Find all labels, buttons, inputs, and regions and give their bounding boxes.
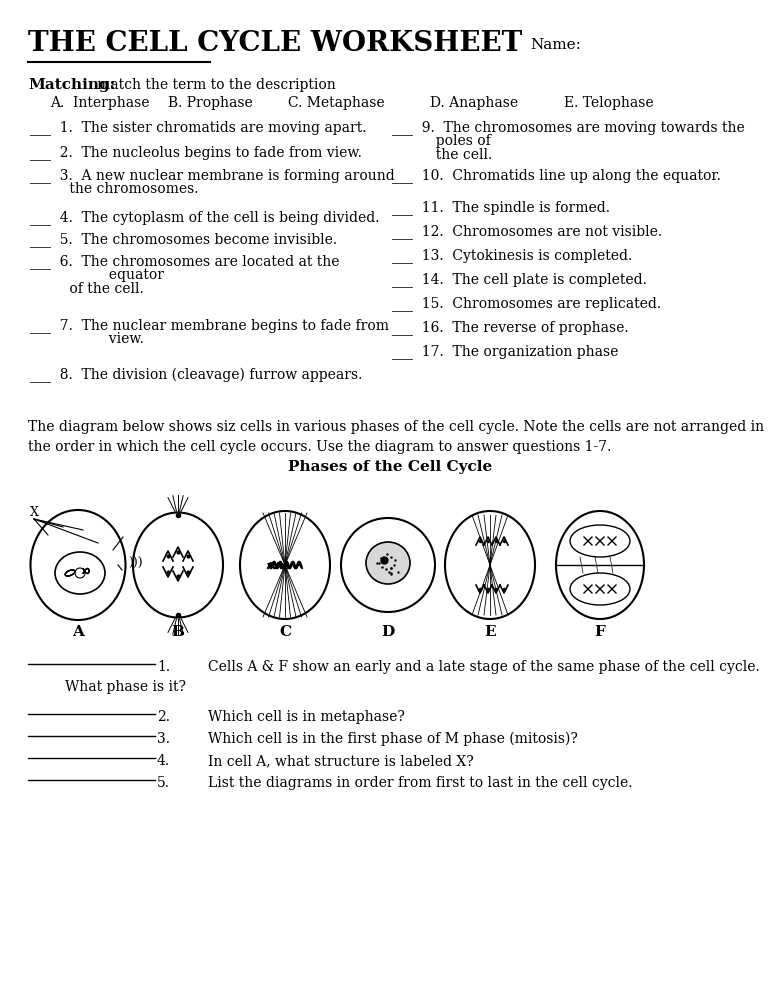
Text: Which cell is in the first phase of M phase (mitosis)?: Which cell is in the first phase of M ph…: [208, 732, 578, 746]
Text: 2.: 2.: [157, 710, 170, 724]
Text: THE CELL CYCLE WORKSHEET: THE CELL CYCLE WORKSHEET: [28, 30, 522, 57]
Text: ___  4.  The cytoplasm of the cell is being divided.: ___ 4. The cytoplasm of the cell is bein…: [30, 210, 379, 225]
Text: ___  1.  The sister chromatids are moving apart.: ___ 1. The sister chromatids are moving …: [30, 120, 366, 135]
Text: equator: equator: [30, 268, 164, 282]
Text: ___  12.  Chromosomes are not visible.: ___ 12. Chromosomes are not visible.: [392, 224, 662, 239]
Text: B. Prophase: B. Prophase: [168, 96, 253, 110]
Text: B: B: [171, 625, 184, 639]
Text: ___  6.  The chromosomes are located at the: ___ 6. The chromosomes are located at th…: [30, 254, 339, 268]
Text: A: A: [72, 625, 84, 639]
Text: E: E: [484, 625, 496, 639]
Text: E. Telophase: E. Telophase: [564, 96, 654, 110]
Text: F: F: [594, 625, 605, 639]
Text: 5.: 5.: [157, 776, 170, 790]
Text: D: D: [382, 625, 395, 639]
Text: Phases of the Cell Cycle: Phases of the Cell Cycle: [288, 460, 492, 474]
Text: ___  11.  The spindle is formed.: ___ 11. The spindle is formed.: [392, 200, 610, 215]
Text: List the diagrams in order from first to last in the cell cycle.: List the diagrams in order from first to…: [208, 776, 633, 790]
Text: In cell A, what structure is labeled X?: In cell A, what structure is labeled X?: [208, 754, 474, 768]
Text: X: X: [29, 507, 38, 520]
Text: ___  14.  The cell plate is completed.: ___ 14. The cell plate is completed.: [392, 272, 647, 287]
Text: of the cell.: of the cell.: [30, 282, 144, 296]
Text: ___  9.  The chromosomes are moving towards the: ___ 9. The chromosomes are moving toward…: [392, 120, 745, 135]
Text: ___  10.  Chromatids line up along the equator.: ___ 10. Chromatids line up along the equ…: [392, 168, 721, 183]
Text: C: C: [279, 625, 291, 639]
Text: 4.: 4.: [157, 754, 170, 768]
Text: ___  17.  The organization phase: ___ 17. The organization phase: [392, 344, 618, 359]
Text: Matching:: Matching:: [28, 78, 115, 92]
Text: ___  15.  Chromosomes are replicated.: ___ 15. Chromosomes are replicated.: [392, 296, 661, 311]
Text: Name:: Name:: [530, 38, 581, 52]
Ellipse shape: [366, 542, 410, 584]
Text: ___  8.  The division (cleavage) furrow appears.: ___ 8. The division (cleavage) furrow ap…: [30, 368, 362, 384]
Text: poles of: poles of: [392, 134, 491, 148]
Text: the chromosomes.: the chromosomes.: [30, 182, 198, 196]
Text: ___  16.  The reverse of prophase.: ___ 16. The reverse of prophase.: [392, 320, 629, 335]
Text: ___  3.  A new nuclear membrane is forming around: ___ 3. A new nuclear membrane is forming…: [30, 168, 395, 183]
Text: ))): ))): [128, 557, 143, 570]
Text: 1.: 1.: [157, 660, 170, 674]
Text: view.: view.: [30, 332, 144, 346]
Text: ___  13.  Cytokinesis is completed.: ___ 13. Cytokinesis is completed.: [392, 248, 632, 262]
Text: the cell.: the cell.: [392, 148, 492, 162]
Text: ___  2.  The nucleolus begins to fade from view.: ___ 2. The nucleolus begins to fade from…: [30, 145, 362, 160]
Text: Which cell is in metaphase?: Which cell is in metaphase?: [208, 710, 405, 724]
Text: C. Metaphase: C. Metaphase: [288, 96, 385, 110]
Text: A.  Interphase: A. Interphase: [50, 96, 150, 110]
Text: 3.: 3.: [157, 732, 170, 746]
Text: What phase is it?: What phase is it?: [65, 680, 186, 694]
Text: ___  5.  The chromosomes become invisible.: ___ 5. The chromosomes become invisible.: [30, 232, 337, 247]
Text: D. Anaphase: D. Anaphase: [430, 96, 518, 110]
Text: Cells A & F show an early and a late stage of the same phase of the cell cycle.: Cells A & F show an early and a late sta…: [208, 660, 760, 674]
Text: The diagram below shows siz cells in various phases of the cell cycle. Note the : The diagram below shows siz cells in var…: [28, 420, 764, 453]
Text: ___  7.  The nuclear membrane begins to fade from: ___ 7. The nuclear membrane begins to fa…: [30, 318, 389, 333]
Text: match the term to the description: match the term to the description: [97, 78, 336, 92]
